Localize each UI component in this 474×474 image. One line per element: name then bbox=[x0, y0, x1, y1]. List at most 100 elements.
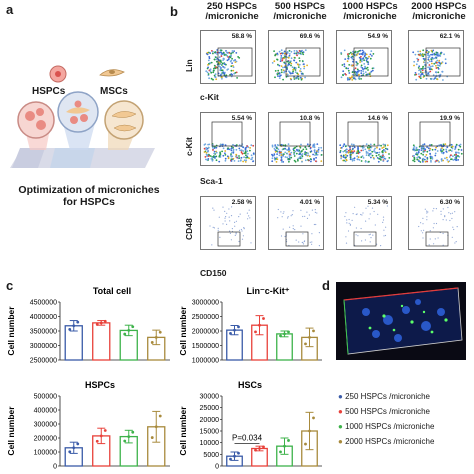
microniche-illustration bbox=[0, 50, 165, 190]
facs-plot-r3-c1: 2.58 % bbox=[200, 196, 256, 250]
data-point bbox=[68, 328, 72, 331]
facs-plot-r3-c2: 4.01 % bbox=[268, 196, 324, 250]
facs-plot-r1-c3: 54.9 % bbox=[336, 30, 392, 84]
y-tick-label: 200000 bbox=[34, 436, 57, 443]
data-point bbox=[131, 325, 135, 329]
row2-x-label: Sca-1 bbox=[200, 176, 223, 186]
facs-percent: 10.8 % bbox=[299, 115, 320, 122]
panel-d-letter: d bbox=[322, 278, 330, 293]
data-point bbox=[308, 429, 311, 433]
data-point bbox=[103, 429, 107, 432]
data-point bbox=[287, 439, 290, 442]
p-value-label: P=0.034 bbox=[232, 434, 263, 443]
row3-y-label: CD48 bbox=[184, 218, 194, 240]
y-tick-label: 2000000 bbox=[192, 329, 219, 336]
row1-x-label: c-Kit bbox=[200, 92, 219, 102]
facs-plot-r3-c3: 5.34 % bbox=[336, 196, 392, 250]
legend-marker: ● bbox=[338, 407, 343, 416]
data-point bbox=[99, 321, 103, 325]
data-point bbox=[237, 325, 240, 329]
facs-plot-r1-c4: 62.1 % bbox=[408, 30, 464, 84]
data-point bbox=[158, 330, 162, 334]
data-point bbox=[95, 323, 99, 326]
y-tick-label: 1000000 bbox=[192, 358, 219, 365]
data-point bbox=[312, 329, 315, 333]
row2-y-label: c-Kit bbox=[184, 137, 194, 156]
data-point bbox=[68, 450, 72, 454]
facs-percent: 19.9 % bbox=[439, 115, 460, 122]
data-point bbox=[304, 442, 307, 446]
y-tick-label: 300000 bbox=[34, 422, 57, 429]
data-point bbox=[233, 328, 236, 332]
chart-title: Total cell bbox=[93, 286, 131, 296]
y-tick-label: 2500000 bbox=[192, 314, 219, 321]
data-point bbox=[99, 434, 103, 438]
data-point bbox=[123, 439, 127, 443]
data-point bbox=[308, 335, 311, 339]
y-tick-label: 4000000 bbox=[30, 314, 57, 321]
y-tick-label: 500000 bbox=[34, 394, 57, 401]
data-point bbox=[283, 444, 286, 448]
facs-percent: 54.9 % bbox=[367, 33, 388, 40]
facs-percent: 69.6 % bbox=[299, 33, 320, 40]
y-tick-label: 10000 bbox=[200, 440, 220, 447]
facs-plot-r3-c4: 6.30 % bbox=[408, 196, 464, 250]
data-point bbox=[254, 448, 257, 452]
y-axis-label: Cell number bbox=[6, 406, 16, 456]
data-point bbox=[72, 324, 76, 328]
column-header-2000: 2000 HSPCs /microniche bbox=[411, 1, 467, 22]
facs-percent: 58.8 % bbox=[231, 33, 252, 40]
y-tick-label: 25000 bbox=[200, 405, 220, 412]
data-point bbox=[233, 454, 236, 458]
data-point bbox=[127, 435, 131, 438]
panel-b-letter: b bbox=[170, 4, 178, 19]
data-point bbox=[150, 341, 154, 344]
data-point bbox=[127, 329, 131, 332]
y-tick-label: 4500000 bbox=[30, 300, 57, 307]
data-point bbox=[150, 436, 154, 439]
data-point bbox=[229, 457, 232, 461]
data-point bbox=[131, 430, 135, 434]
legend-marker: ● bbox=[338, 392, 343, 401]
legend-item-500: ● 500 HSPCs /microniche bbox=[338, 407, 430, 416]
facs-percent: 14.6 % bbox=[367, 115, 388, 122]
panel-a-letter: a bbox=[6, 2, 14, 17]
facs-percent: 5.34 % bbox=[367, 199, 388, 206]
data-point bbox=[237, 451, 240, 455]
y-axis-label: Cell number bbox=[6, 306, 16, 356]
data-point bbox=[287, 330, 290, 334]
facs-percent: 5.54 % bbox=[231, 115, 252, 122]
data-point bbox=[76, 442, 80, 446]
y-tick-label: 3000000 bbox=[30, 343, 57, 350]
bar bbox=[276, 333, 293, 361]
data-point bbox=[258, 323, 261, 327]
legend-item-2000: ● 2000 HSPCs /microniche bbox=[338, 437, 435, 446]
column-header-250: 250 HSPCs /microniche bbox=[205, 1, 259, 22]
data-point bbox=[279, 450, 282, 454]
y-axis-label: Cell number bbox=[178, 406, 188, 456]
y-tick-label: 0 bbox=[215, 464, 219, 471]
data-point bbox=[258, 447, 261, 450]
y-tick-label: 3500000 bbox=[30, 329, 57, 336]
facs-percent: 6.30 % bbox=[439, 199, 460, 206]
y-tick-label: 2500000 bbox=[30, 358, 57, 365]
facs-plot-r2-c4: 19.9 % bbox=[408, 112, 464, 166]
y-tick-label: 400000 bbox=[34, 408, 57, 415]
chart-title: HSCs bbox=[238, 380, 262, 390]
facs-percent: 2.58 % bbox=[231, 199, 252, 206]
y-tick-label: 15000 bbox=[200, 429, 220, 436]
data-point bbox=[95, 439, 99, 443]
y-tick-label: 1500000 bbox=[192, 343, 219, 350]
data-point bbox=[304, 342, 307, 346]
bar bbox=[92, 322, 111, 361]
facs-plot-r2-c3: 14.6 % bbox=[336, 112, 392, 166]
facs-plot-r2-c2: 10.8 % bbox=[268, 112, 324, 166]
facs-plot-r1-c2: 69.6 % bbox=[268, 30, 324, 84]
data-point bbox=[154, 335, 158, 339]
chart-title: HSPCs bbox=[85, 380, 115, 390]
row3-x-label: CD150 bbox=[200, 268, 227, 278]
facs-plot-r1-c1: 58.8 % bbox=[200, 30, 256, 84]
panel-c-letter: c bbox=[6, 278, 14, 293]
facs-percent: 62.1 % bbox=[439, 33, 460, 40]
y-tick-label: 20000 bbox=[200, 417, 220, 424]
